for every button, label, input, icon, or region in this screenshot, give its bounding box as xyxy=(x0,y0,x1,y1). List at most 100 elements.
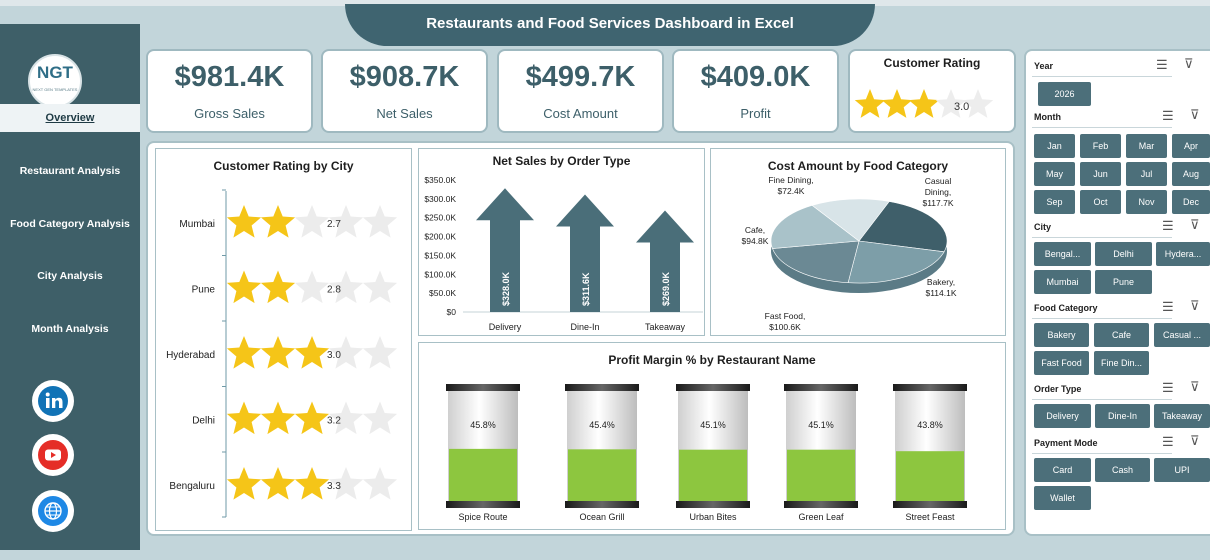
data-label: 45.8% xyxy=(470,420,496,430)
slicer-food-category-item[interactable]: Bakery xyxy=(1034,323,1089,347)
clear-filter-icon[interactable]: ⊽ xyxy=(1184,56,1194,71)
slicer-month-item[interactable]: Aug xyxy=(1172,162,1210,186)
slicer-month-item[interactable]: Nov xyxy=(1126,190,1167,214)
slicer-month-item[interactable]: Mar xyxy=(1126,134,1167,158)
slicer-month-item[interactable]: May xyxy=(1034,162,1075,186)
chart-title: Cost Amount by Food Category xyxy=(767,159,949,173)
chart-rating-by-city: Customer Rating by City Mumbai 2.7 Pune 2.8… xyxy=(155,148,412,531)
y-tick-label: $350.0K xyxy=(424,175,456,185)
city-star-empty xyxy=(328,401,364,435)
slicer-month-item[interactable]: Oct xyxy=(1080,190,1121,214)
slicer-order-type-item[interactable]: Dine-In xyxy=(1095,404,1150,428)
chart-title: Profit Margin % by Restaurant Name xyxy=(608,353,816,367)
slicer-order-type-item[interactable]: Delivery xyxy=(1034,404,1091,428)
x-tick-label: Urban Bites xyxy=(689,512,737,522)
net-sales-svg: $350.0K $300.0K $250.0K $200.0K $150.0K $100.… xyxy=(424,175,703,332)
multi-select-icon[interactable]: ☰ xyxy=(1162,380,1174,395)
clear-filter-icon[interactable]: ⊽ xyxy=(1190,433,1200,448)
cylinder-cap-bottom xyxy=(676,501,750,508)
cylinder-cap-bottom xyxy=(565,501,639,508)
kpi-label: Profit xyxy=(740,106,771,121)
nav-overview[interactable]: Overview xyxy=(0,104,140,132)
pie-label: Bakery, $114.1K xyxy=(925,277,956,298)
nav-food-category-analysis[interactable]: Food Category Analysis xyxy=(10,218,130,230)
slicer-payment-item[interactable]: UPI xyxy=(1154,458,1210,482)
slicer-divider xyxy=(1032,76,1172,77)
nav-month-analysis[interactable]: Month Analysis xyxy=(31,323,109,335)
slicer-food-category-item[interactable]: Cafe xyxy=(1094,323,1149,347)
slicer-city-item[interactable]: Hydera... xyxy=(1156,242,1210,266)
clear-filter-icon[interactable]: ⊽ xyxy=(1190,107,1200,122)
multi-select-icon[interactable]: ☰ xyxy=(1156,57,1168,72)
data-label: 45.4% xyxy=(589,420,615,430)
slicer-city-item[interactable]: Mumbai xyxy=(1034,270,1091,294)
linkedin-icon[interactable] xyxy=(32,380,74,422)
logo-text: NGT xyxy=(37,63,73,82)
chart-cost-by-food-category: Cost Amount by Food Category Casual Dinin… xyxy=(710,148,1006,336)
rating-star-filled xyxy=(908,89,940,118)
x-tick-label: Green Leaf xyxy=(798,512,844,522)
slicer-divider xyxy=(1032,127,1172,128)
slicer-month-item[interactable]: Jun xyxy=(1080,162,1121,186)
pie-label: Casual Dining, $117.7K xyxy=(922,176,953,208)
multi-select-icon[interactable]: ☰ xyxy=(1162,434,1174,449)
city-star-filled xyxy=(294,336,330,369)
slicer-month-item[interactable]: Dec xyxy=(1172,190,1210,214)
data-label: 2.7 xyxy=(327,219,341,230)
slicer-month-item[interactable]: Feb xyxy=(1080,134,1121,158)
slicer-year-2026[interactable]: 2026 xyxy=(1038,82,1091,106)
slicer-payment-item[interactable]: Cash xyxy=(1095,458,1150,482)
slicer-food-category-item[interactable]: Fine Din... xyxy=(1094,351,1149,375)
y-tick-label: $0 xyxy=(447,307,457,317)
rating-star-empty xyxy=(935,89,967,118)
slicer-title-order-type: Order Type xyxy=(1034,384,1082,394)
slicer-city-item[interactable]: Pune xyxy=(1095,270,1152,294)
globe-icon[interactable] xyxy=(32,490,74,532)
pie-slice xyxy=(770,205,860,249)
city-star-filled xyxy=(260,270,296,304)
slicer-city-item[interactable]: Bengal... xyxy=(1034,242,1091,266)
logo: NGT NEXT GEN TEMPLATES xyxy=(28,54,82,108)
customer-rating-title: Customer Rating xyxy=(883,56,981,70)
customer-rating-card: Customer Rating 3.0 xyxy=(848,49,1016,133)
slicer-month-item[interactable]: Sep xyxy=(1034,190,1075,214)
slicer-title-food-category: Food Category xyxy=(1034,303,1098,313)
profit-margin-svg: 45.8% Spice Route 45.4% Ocean Grill 45.1% Urb… xyxy=(446,384,967,522)
order-type-arrow xyxy=(636,210,694,312)
data-label: $328.0K xyxy=(501,271,511,306)
rating-by-city-svg: Mumbai 2.7 Pune 2.8 Hyderabad 3.0 Delhi 3.2 Beng… xyxy=(166,189,398,518)
city-label: Pune xyxy=(192,285,216,296)
slicer-title-year: Year xyxy=(1034,61,1054,71)
data-label: 3.2 xyxy=(327,416,341,427)
slicer-month-item[interactable]: Jul xyxy=(1126,162,1167,186)
multi-select-icon[interactable]: ☰ xyxy=(1162,218,1174,233)
nav-city-analysis[interactable]: City Analysis xyxy=(37,270,103,282)
slicer-order-type-item[interactable]: Takeaway xyxy=(1154,404,1210,428)
slicer-food-category-item[interactable]: Fast Food xyxy=(1034,351,1089,375)
multi-select-icon[interactable]: ☰ xyxy=(1162,108,1174,123)
chart-net-sales-by-order-type: Net Sales by Order Type $350.0K $300.0K $2… xyxy=(418,148,705,336)
multi-select-icon[interactable]: ☰ xyxy=(1162,299,1174,314)
slicer-payment-item[interactable]: Wallet xyxy=(1034,486,1091,510)
kpi-cost-amount: $499.7K Cost Amount xyxy=(497,49,664,133)
pie-label: Cafe, $94.8K xyxy=(742,225,769,246)
nav-restaurant-analysis[interactable]: Restaurant Analysis xyxy=(19,165,121,177)
slicer-month-item[interactable]: Apr xyxy=(1172,134,1210,158)
data-label: 45.1% xyxy=(808,420,834,430)
slicer-city-item[interactable]: Delhi xyxy=(1095,242,1152,266)
slicer-food-category-item[interactable]: Casual ... xyxy=(1154,323,1210,347)
rating-star-filled xyxy=(881,89,913,118)
rating-star-filled xyxy=(854,89,886,118)
clear-filter-icon[interactable]: ⊽ xyxy=(1190,298,1200,313)
slicer-month-item[interactable]: Jan xyxy=(1034,134,1075,158)
top-strip xyxy=(0,0,1210,6)
slicer-divider xyxy=(1032,399,1172,400)
logo-subtext: NEXT GEN TEMPLATES xyxy=(32,87,78,92)
city-star-filled xyxy=(260,336,296,369)
city-star-filled xyxy=(226,467,262,500)
clear-filter-icon[interactable]: ⊽ xyxy=(1190,217,1200,232)
youtube-icon[interactable] xyxy=(32,434,74,476)
slicer-payment-item[interactable]: Card xyxy=(1034,458,1091,482)
clear-filter-icon[interactable]: ⊽ xyxy=(1190,379,1200,394)
y-tick-label: $50.0K xyxy=(429,288,456,298)
